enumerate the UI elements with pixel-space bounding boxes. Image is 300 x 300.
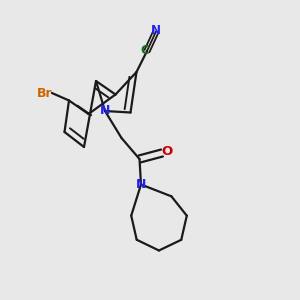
Text: O: O xyxy=(162,145,173,158)
Text: N: N xyxy=(136,178,146,191)
Text: N: N xyxy=(151,23,161,37)
Text: Br: Br xyxy=(37,86,52,100)
Text: N: N xyxy=(100,104,110,118)
Text: C: C xyxy=(140,44,149,58)
